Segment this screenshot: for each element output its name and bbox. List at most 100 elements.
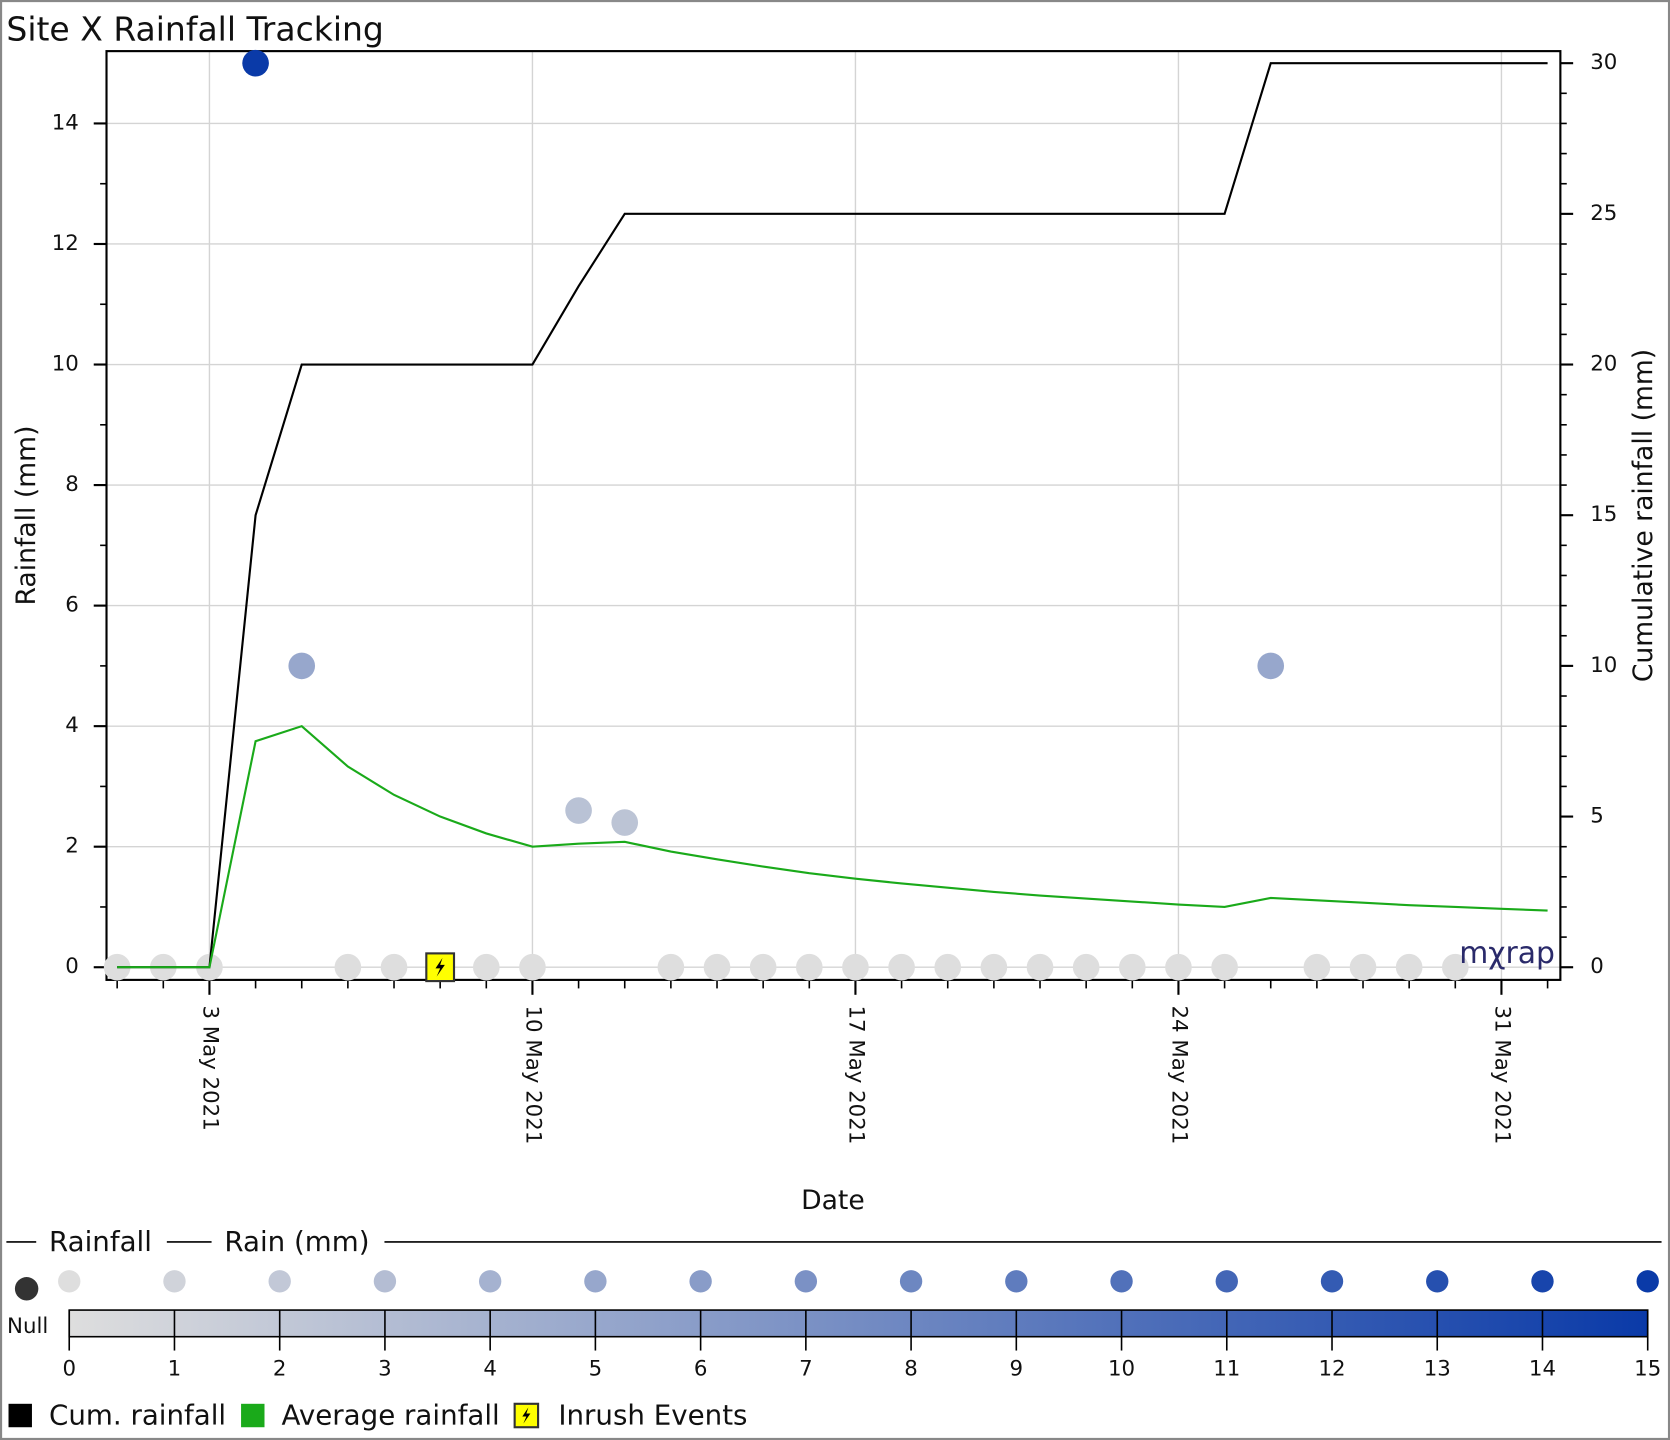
rain-dot [1072,953,1100,981]
x-tick-label: 17 May 2021 [843,1005,868,1144]
y-tick-label: 6 [65,593,79,618]
color-tick-label: 7 [799,1357,813,1382]
x-tick-label: 24 May 2021 [1166,1005,1191,1144]
x-axis-label: Date [801,1185,865,1216]
color-tick-label: 4 [483,1357,497,1382]
color-swatch [794,1270,818,1293]
rain-dot [1165,953,1192,981]
color-swatch [1531,1270,1554,1293]
rain-dot [1303,953,1331,981]
y-tick-label: 2 [65,834,79,859]
y-tick-label: 10 [52,352,79,377]
color-swatch [373,1270,397,1293]
color-tick-label: 5 [589,1357,603,1382]
chart-title: Site X Rainfall Tracking [6,9,384,48]
y2-tick-label: 15 [1590,502,1617,527]
rain-dot [565,797,592,824]
color-swatch [899,1270,923,1293]
rain-dot [934,953,962,981]
rain-dot [472,953,500,981]
color-tick-label: 13 [1424,1357,1451,1382]
color-bar [68,1309,1649,1338]
rain-dot [842,953,869,981]
color-tick-label: 6 [694,1357,708,1382]
bolt-icon [435,957,445,977]
color-tick-label: 10 [1108,1357,1135,1382]
color-swatch [268,1270,291,1293]
rain-dot [703,953,731,981]
color-swatch [1110,1270,1133,1293]
rain-dot [1211,953,1238,981]
y-tick-label: 0 [65,954,79,979]
rain-dot [380,953,408,981]
x-tick-label: 10 May 2021 [520,1005,545,1144]
legend-subtitle: Rain (mm) [224,1225,369,1258]
color-tick-label: 14 [1529,1357,1556,1382]
color-tick-label: 9 [1010,1357,1024,1382]
color-tick-label: 8 [904,1357,918,1382]
rain-dot [1349,953,1377,981]
color-swatch [584,1270,607,1293]
color-swatch [1320,1270,1344,1293]
color-swatch [1636,1270,1659,1293]
y2-tick-label: 0 [1590,954,1604,979]
series-line [117,724,1548,969]
y-tick-label: 4 [65,713,79,738]
rain-dot [288,652,316,680]
color-swatch [689,1270,712,1293]
rain-dot [1257,652,1285,680]
y-tick-label: 12 [52,231,79,256]
rain-dot [1441,953,1469,981]
bolt-icon [522,1407,531,1424]
series-line [117,62,1548,969]
x-tick-label: 3 May 2021 [197,1005,222,1130]
y2-tick-label: 10 [1590,653,1617,678]
rain-dot [888,953,915,981]
logo: mχrap [1459,936,1555,971]
rain-dot [1395,953,1423,981]
color-swatch [58,1270,81,1293]
rain-dot [657,953,685,981]
color-tick-label: 11 [1213,1357,1240,1382]
color-swatch [1426,1270,1449,1293]
rain-dot [242,49,269,77]
color-tick-label: 2 [273,1357,287,1382]
color-tick-label: 12 [1318,1357,1345,1382]
y2-tick-label: 25 [1590,201,1617,226]
null-dot [14,1277,39,1301]
y2-axis-label: Cumulative rainfall (mm) [1628,349,1659,682]
color-tick-label: 0 [62,1357,76,1382]
null-label: Null [7,1314,48,1339]
color-swatch [163,1270,186,1293]
rain-dot [1026,953,1054,981]
color-tick-label: 3 [378,1357,392,1382]
rain-dot [749,953,777,981]
legend-title: Rainfall [49,1225,152,1258]
y-tick-label: 8 [65,472,79,497]
color-swatch [1215,1270,1238,1293]
color-swatch [1005,1270,1028,1293]
y-tick-label: 14 [52,110,79,135]
color-tick-label: 1 [168,1357,182,1382]
rain-dot [1118,953,1146,981]
legend-label: Inrush Events [558,1399,747,1432]
x-tick-label: 31 May 2021 [1489,1005,1514,1144]
legend-swatch [241,1403,265,1428]
color-tick-label: 15 [1634,1357,1661,1382]
plot-frame [105,50,1562,981]
rain-dot [795,953,823,981]
y2-tick-label: 5 [1590,804,1604,829]
y2-tick-label: 20 [1590,352,1617,377]
y2-tick-label: 30 [1590,50,1617,75]
rain-dot [980,953,1008,981]
y-axis-label: Rainfall (mm) [11,426,42,606]
legend-label: Cum. rainfall [49,1399,226,1432]
color-swatch [478,1270,502,1293]
rain-dot [519,953,546,981]
rain-dot [611,809,639,836]
inrush-event [425,952,456,983]
legend-swatch [8,1403,32,1428]
rain-dot [334,953,362,981]
